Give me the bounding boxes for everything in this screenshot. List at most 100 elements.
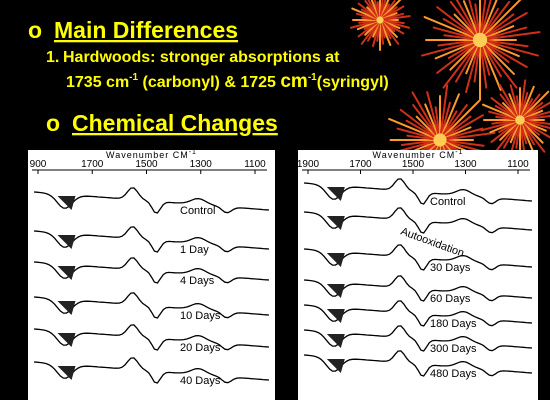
trace-label: 60 Days	[430, 293, 471, 305]
superscript: -1	[189, 149, 197, 156]
absorption-band	[57, 235, 76, 249]
starburst-ray	[479, 39, 515, 75]
starburst-ray	[426, 91, 441, 141]
starburst-ray	[439, 93, 460, 141]
heading: Chemical Changes	[72, 110, 278, 136]
starburst-ray	[479, 12, 528, 41]
superscript: -1	[455, 149, 463, 156]
axis-tick-label: 1100	[244, 159, 266, 170]
absorption-band	[57, 196, 76, 210]
starburst-ray	[421, 39, 481, 57]
text-run: 1735 cm	[66, 74, 129, 91]
trace-label: 4 Days	[180, 275, 215, 287]
superscript: -1	[129, 72, 138, 83]
heading: Main Differences	[54, 17, 238, 43]
trace-label: 1 Day	[180, 244, 209, 256]
bullet: o	[46, 110, 60, 136]
absorption-band	[57, 266, 76, 280]
absorption-band	[326, 309, 345, 323]
absorption-band	[57, 366, 76, 380]
starburst-ray	[455, 0, 481, 41]
decorations	[350, 0, 550, 196]
starburst-ray	[468, 0, 481, 41]
starburst-ray	[432, 26, 481, 41]
starburst-ray	[479, 39, 539, 57]
starburst-ray	[411, 91, 441, 141]
starburst-ray	[436, 6, 481, 41]
starburst-ray	[439, 100, 480, 141]
absorption-band	[57, 333, 76, 347]
spectrum-figure: Wavenumber CM-1 1900 1700 1500 1300 1100 Contr…	[297, 149, 538, 400]
axis-tick-label: 1900	[297, 159, 320, 170]
starburst-core	[472, 32, 488, 48]
starburst-ray	[479, 0, 487, 41]
starburst-ray	[379, 15, 411, 21]
absorption-band	[326, 284, 345, 298]
absorption-band	[326, 359, 345, 373]
axis-tick-label: 1100	[507, 159, 529, 170]
starburst-ray	[519, 115, 550, 121]
starburst-ray	[439, 114, 484, 141]
axis-tick-label: 1300	[190, 159, 213, 170]
starburst-ray	[479, 39, 529, 48]
absorption-band	[326, 334, 345, 348]
starburst-ray	[479, 0, 498, 41]
text-run: (carbonyl) & 1725	[138, 74, 280, 91]
absorption-band	[326, 216, 345, 230]
starburst-ray	[455, 39, 481, 83]
axis-tick-label: 1700	[349, 159, 372, 170]
figures: Wavenumber CM-1900 1700 1500 1300 1100Contro…	[28, 149, 538, 400]
axis-title: Wavenumber CM-1	[373, 149, 464, 160]
starburst-ray	[434, 39, 481, 60]
axis-tick-label: 900	[30, 159, 47, 170]
starburst-core	[376, 16, 384, 24]
axis-tick-label: 1500	[402, 159, 425, 170]
starburst-core	[433, 133, 447, 147]
trace-label: 10 Days	[180, 310, 221, 322]
absorption-band	[57, 301, 76, 315]
starburst-ray	[388, 117, 441, 141]
axis-title-text: Wavenumber CM	[106, 150, 189, 160]
starburst-ray	[399, 108, 441, 141]
starburst-ray	[479, 39, 502, 91]
starburst-core	[515, 115, 525, 125]
trace-label: 180 Days	[430, 318, 477, 330]
starburst-ray	[439, 84, 449, 141]
starburst-ray	[442, 39, 481, 89]
spectrum-figure: Wavenumber CM-1 900 1700 1500 1300 1100 Contro…	[28, 149, 275, 400]
starburst-ray	[479, 0, 522, 41]
axis-title-text: Wavenumber CM	[373, 150, 456, 160]
text-run: (syringyl)	[317, 74, 389, 91]
starburst-ray	[436, 39, 481, 74]
starburst-ray	[479, 26, 528, 41]
figure-background	[28, 150, 275, 400]
starburst-ray	[449, 0, 481, 41]
trace-label: Control	[180, 205, 215, 217]
list-text-line: 1735 cm-1 (carbonyl) & 1725 cm-1(syringy…	[66, 71, 389, 92]
bullet: o	[28, 17, 42, 43]
starburst-ray	[479, 0, 511, 41]
absorption-band	[326, 187, 345, 201]
axis-tick-label: 1300	[454, 159, 477, 170]
trace-label: 40 Days	[180, 375, 221, 387]
starburst-ray	[479, 31, 541, 41]
trace-label: 30 Days	[430, 262, 471, 274]
superscript: -1	[308, 72, 317, 83]
trace-label: 480 Days	[430, 368, 477, 380]
axis-title: Wavenumber CM-1	[106, 149, 197, 160]
text-run: cm	[280, 71, 307, 92]
list-text: Hardwoods: stronger absorptions at	[63, 49, 340, 66]
axis-tick-label: 1700	[81, 159, 104, 170]
starburst-ray	[423, 16, 481, 41]
starburst-ray	[439, 131, 496, 141]
absorption-band	[326, 253, 345, 267]
trace-label: 20 Days	[180, 342, 221, 354]
starburst-ray	[479, 39, 518, 89]
trace-label: Control	[430, 196, 465, 208]
starburst-ray	[479, 39, 488, 89]
axis-tick-label: 1500	[135, 159, 158, 170]
starburst-ray	[465, 39, 481, 94]
starburst-ray	[479, 39, 528, 68]
list-number: 1.	[46, 49, 59, 66]
